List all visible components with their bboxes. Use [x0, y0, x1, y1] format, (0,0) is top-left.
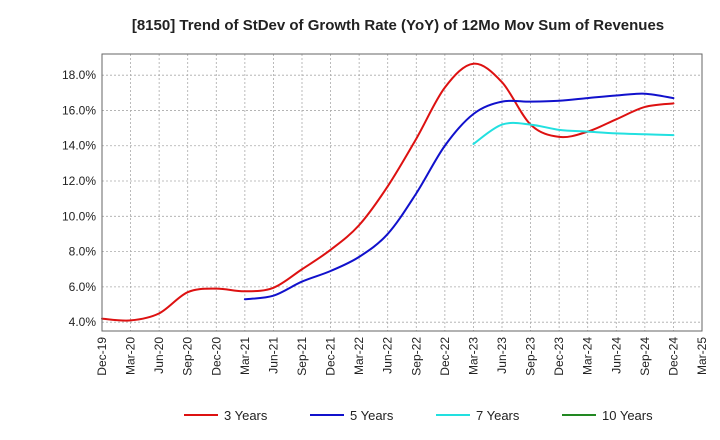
x-tick-label: Jun-20 — [152, 337, 166, 374]
grid-layer — [101, 54, 703, 331]
y-tick-label: 14.0% — [62, 139, 96, 153]
x-tick-label: Dec-21 — [324, 337, 338, 376]
x-tick-label: Mar-25 — [695, 337, 709, 375]
y-tick-label: 4.0% — [69, 315, 97, 329]
legend-label: 7 Years — [476, 408, 520, 423]
x-tick-label: Mar-24 — [581, 337, 595, 375]
x-tick-label: Jun-23 — [495, 337, 509, 374]
x-tick-label: Dec-23 — [552, 337, 566, 376]
x-tick-label: Sep-22 — [409, 337, 423, 376]
x-tick-label: Sep-21 — [295, 337, 309, 376]
legend-label: 10 Years — [602, 408, 653, 423]
chart-title: [8150] Trend of StDev of Growth Rate (Yo… — [132, 17, 664, 34]
x-tick-label: Dec-24 — [666, 337, 680, 376]
x-tick-label: Mar-20 — [124, 337, 138, 375]
y-tick-label: 12.0% — [62, 174, 96, 188]
series-line-7-years — [472, 121, 675, 145]
x-tick-label: Mar-21 — [238, 337, 252, 375]
y-tick-label: 16.0% — [62, 103, 96, 117]
series-line-3-years — [101, 62, 675, 322]
y-tick-label: 6.0% — [69, 280, 97, 294]
x-tick-label: Sep-24 — [638, 337, 652, 376]
x-tick-label: Jun-22 — [381, 337, 395, 374]
y-tick-label: 8.0% — [69, 245, 97, 259]
x-tick-label: Mar-22 — [352, 337, 366, 375]
legend-label: 5 Years — [350, 408, 394, 423]
x-tick-label: Dec-22 — [438, 337, 452, 376]
series-layer — [101, 62, 675, 322]
y-tick-label: 18.0% — [62, 68, 96, 82]
x-tick-label: Sep-20 — [181, 337, 195, 376]
x-tick-label: Mar-23 — [466, 337, 480, 375]
x-tick-label: Jun-21 — [266, 337, 280, 374]
x-tick-label: Jun-24 — [609, 337, 623, 374]
legend-label: 3 Years — [224, 408, 268, 423]
series-line-5-years — [243, 92, 675, 301]
x-tick-label: Dec-20 — [209, 337, 223, 376]
y-tick-label: 10.0% — [62, 209, 96, 223]
x-tick-label: Dec-19 — [95, 337, 109, 376]
plot-frame — [101, 53, 703, 332]
axis-layer: Dec-19 Mar-20 Jun-20 Sep-20 Dec-20 Mar-21 Jun-… — [62, 68, 709, 376]
legend: 3 Years 5 Years 7 Years 10 Years — [184, 408, 653, 423]
x-tick-label: Sep-23 — [524, 337, 538, 376]
